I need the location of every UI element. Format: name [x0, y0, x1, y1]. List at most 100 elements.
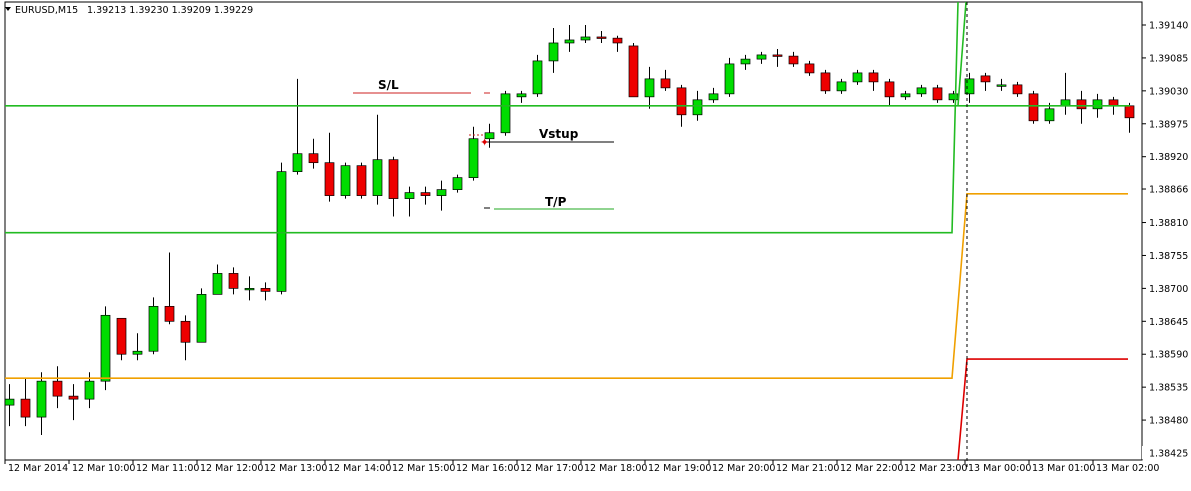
x-tick-label: 12 Mar 12:00 [200, 463, 263, 474]
candle-body [404, 192, 415, 199]
candle [452, 174, 463, 193]
header-ohlc: 1.39213 1.39230 1.39209 1.39229 [87, 5, 253, 16]
candle-body [964, 78, 975, 95]
candle-body [356, 165, 367, 196]
candle-body [1124, 105, 1135, 119]
candle-body [1060, 99, 1071, 107]
candle [1012, 81, 1023, 97]
candle-body [388, 159, 399, 199]
candle-body [948, 93, 959, 101]
y-tick-label: 1.38590 [1149, 350, 1188, 361]
header-symbol: EURUSD,M15 [15, 5, 78, 16]
sl-label: S/L [378, 78, 399, 92]
candle-body [980, 75, 991, 83]
candle-body [116, 317, 127, 355]
candle-body [532, 60, 543, 95]
y-tick-label: 1.38810 [1149, 218, 1188, 229]
candle [868, 69, 879, 91]
candle-body [36, 380, 47, 418]
candles-layer [4, 25, 1135, 436]
x-tick-label: 12 Mar 13:00 [264, 463, 327, 474]
candle-body [420, 192, 431, 196]
x-tick-label: 12 Mar 11:00 [136, 463, 199, 474]
candle [468, 126, 479, 181]
orange-line [5, 193, 1128, 379]
chevron-down-icon[interactable] [5, 7, 11, 11]
candle-body [644, 78, 655, 98]
x-tick-label: 12 Mar 23:00 [904, 463, 967, 474]
candle [772, 48, 783, 67]
x-tick-label: 12 Mar 2014 [8, 463, 68, 474]
trade-annotations: S/L Vstup ✦ T/P [353, 78, 614, 210]
candle-body [868, 72, 879, 83]
candle-body [660, 78, 671, 89]
x-tick-label: 12 Mar 19:00 [648, 463, 711, 474]
candle-body [516, 93, 527, 98]
candle-body [724, 63, 735, 95]
candle-body [20, 398, 31, 418]
candle [580, 25, 591, 43]
candle [212, 264, 223, 295]
candle-body [244, 288, 255, 291]
candle [4, 384, 15, 427]
candle [980, 72, 991, 91]
candle [596, 30, 607, 43]
candle-body [708, 93, 719, 101]
y-tick-label: 1.39140 [1149, 21, 1188, 32]
candle-body [132, 350, 143, 355]
candle-body [788, 55, 799, 65]
candle [148, 297, 159, 355]
candle-body [852, 72, 863, 83]
candle [356, 162, 367, 199]
candle-body [68, 395, 79, 400]
candle [548, 27, 559, 73]
candle [436, 180, 447, 211]
candle [740, 54, 751, 70]
entry-label: Vstup [539, 127, 579, 141]
candle [52, 366, 63, 409]
candle [724, 57, 735, 97]
y-tick-label: 1.38755 [1149, 251, 1188, 262]
candle [916, 84, 927, 97]
candle [836, 78, 847, 94]
x-tick-label: 12 Mar 21:00 [776, 463, 839, 474]
candle [820, 69, 831, 94]
candle [932, 84, 943, 103]
x-tick-label: 13 Mar 02:00 [1096, 463, 1159, 474]
chart-header: EURUSD,M15 1.39213 1.39230 1.39209 1.392… [5, 5, 253, 16]
candle-body [804, 63, 815, 74]
candle [244, 276, 255, 301]
candle [68, 384, 79, 421]
candle-body [196, 294, 207, 343]
y-tick-label: 1.38700 [1149, 284, 1188, 295]
candle-body [292, 153, 303, 173]
candle [372, 114, 383, 205]
candle [132, 333, 143, 361]
candle-body [484, 132, 495, 140]
candle-body [340, 165, 351, 196]
candle [484, 123, 495, 148]
candle-body [772, 54, 783, 57]
y-tick-label-bg [1142, 446, 1191, 459]
candle-body [564, 39, 575, 44]
candle [804, 60, 815, 76]
x-axis: 12 Mar 2014 12 Mar 10:00 12 Mar 11:00 12 Ma… [4, 460, 1159, 474]
candle-body [4, 398, 15, 406]
candle [388, 156, 399, 217]
candle [500, 90, 511, 136]
candle [292, 78, 303, 175]
y-tick-label: 1.38645 [1149, 317, 1188, 328]
candle [308, 138, 319, 169]
x-tick-label: 12 Mar 22:00 [840, 463, 903, 474]
candle-body [820, 72, 831, 92]
candle [196, 288, 207, 343]
y-tick-label: 1.38975 [1149, 119, 1188, 130]
candle-body [468, 138, 479, 178]
y-tick-label: 1.39085 [1149, 53, 1188, 64]
candle [260, 282, 271, 301]
candle-body [884, 81, 895, 98]
x-tick-label: 13 Mar 01:00 [1032, 463, 1095, 474]
x-tick-label: 12 Mar 15:00 [392, 463, 455, 474]
